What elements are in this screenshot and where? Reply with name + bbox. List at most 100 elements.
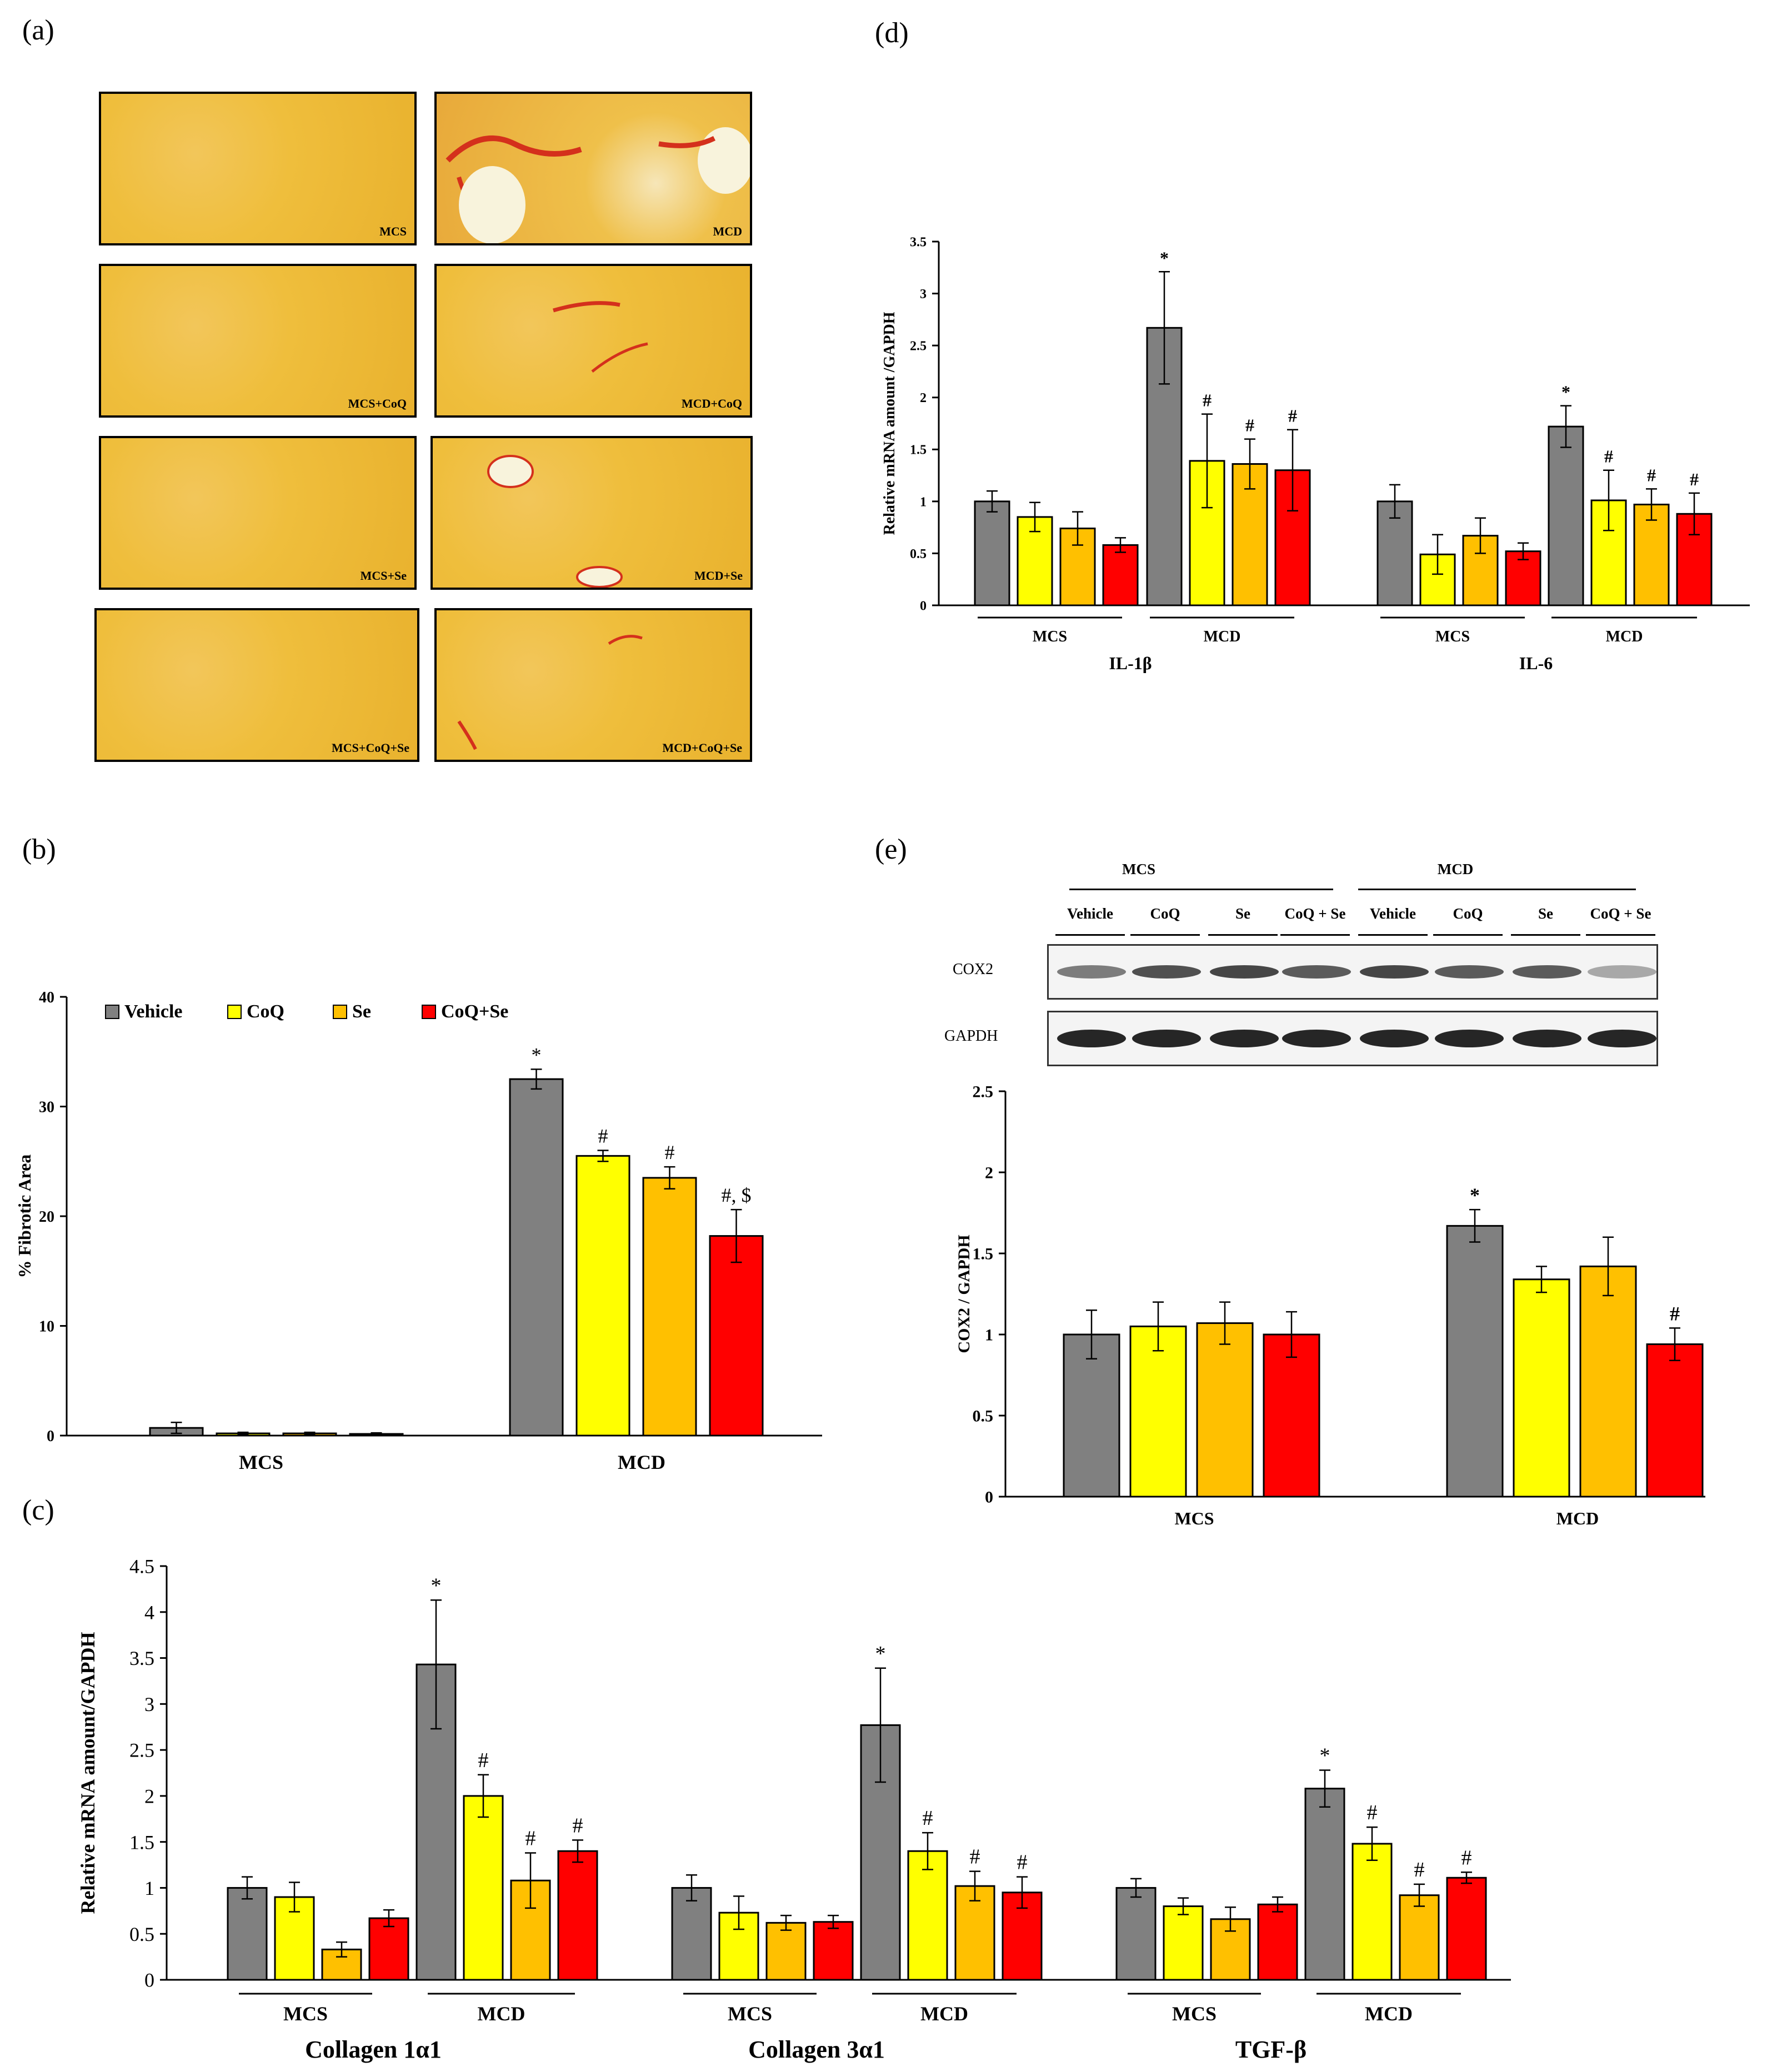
- blot-band: [1057, 965, 1126, 979]
- wb-lane-line: [1208, 934, 1278, 936]
- bar: [1115, 1887, 1157, 1981]
- blot-band: [1132, 965, 1201, 979]
- significance-mark: #: [478, 1749, 489, 1772]
- significance-mark: #: [1647, 465, 1656, 485]
- blot-band: [1210, 965, 1279, 979]
- blot-band: [1513, 965, 1581, 979]
- blot-band: [1282, 1030, 1351, 1047]
- y-tick-label: 4: [144, 1601, 154, 1623]
- x-category-label: MCD: [1556, 1508, 1599, 1528]
- panel-label-d: (d): [875, 17, 909, 49]
- wb-lane-label: CoQ: [1150, 905, 1180, 922]
- blot-band: [1588, 1030, 1656, 1047]
- bar: [765, 1922, 807, 1981]
- bar: [1263, 1333, 1320, 1498]
- y-axis-title: Relative mRNA amount/GAPDH: [77, 1632, 99, 1914]
- panel-label-a: (a): [22, 14, 54, 46]
- wb-row-label: COX2: [953, 961, 994, 978]
- gapdh-blot: [1047, 1011, 1658, 1066]
- y-tick-label: 2.5: [129, 1739, 154, 1762]
- fibrosis-overlay: [446, 127, 750, 243]
- chart-c: 0 0.5 1 1.5 2 2.5 3 3.5 4 4.5 Relative mRNA amount…: [77, 1556, 1511, 2063]
- significance-mark: #: [1414, 1858, 1425, 1882]
- bar: [1399, 1894, 1440, 1981]
- y-tick-label: 20: [39, 1208, 54, 1226]
- fibrosis-overlay: [553, 301, 648, 373]
- subgroup-label: MCD: [478, 2003, 525, 2025]
- y-tick-label: 0: [920, 599, 927, 613]
- y-tick-label: 3.5: [910, 235, 927, 249]
- y-tick-label: 0.5: [910, 547, 927, 561]
- bar: [642, 1177, 697, 1437]
- legend-swatch: [422, 1005, 436, 1019]
- significance-mark: #: [1461, 1846, 1472, 1869]
- significance-mark: #: [1690, 469, 1699, 489]
- subgroup-label: MCS: [1172, 2003, 1217, 2025]
- y-tick-label: 0: [144, 1969, 154, 1991]
- significance-mark: #: [665, 1141, 675, 1163]
- y-axis-title: Relative mRNA amount /GAPDH: [881, 312, 898, 535]
- blot-band: [1588, 965, 1656, 979]
- significance-mark: *: [1561, 382, 1570, 402]
- significance-mark: #: [573, 1814, 583, 1837]
- panel-label-b: (b): [22, 834, 56, 865]
- y-tick-label: 3: [920, 287, 927, 302]
- blot-band: [1435, 965, 1504, 979]
- bar: [974, 500, 1010, 606]
- gene-label: TGF-β: [1235, 2036, 1307, 2063]
- y-tick-label: 2.5: [910, 339, 927, 354]
- y-tick-label: 1: [920, 495, 927, 509]
- subgroup-label: MCS: [283, 2003, 328, 2025]
- significance-mark: #: [1288, 406, 1297, 426]
- chart-b: 0 10 20 30 40 % Fibrotic Area * # # #, $ Vehicle Co…: [14, 989, 822, 1473]
- y-tick-label: 40: [39, 989, 54, 1006]
- significance-mark: *: [532, 1043, 542, 1066]
- micrograph-label: MCS+Se: [360, 569, 407, 583]
- micrograph-tile: MCS: [99, 92, 417, 245]
- y-tick-label: 0.5: [129, 1923, 154, 1945]
- bar: [1513, 1278, 1570, 1498]
- blot-band: [1435, 1030, 1504, 1047]
- bar: [1446, 1877, 1487, 1981]
- bar: [1351, 1843, 1393, 1981]
- micrograph-label: MCD: [713, 224, 742, 238]
- x-category-label: MCS: [239, 1451, 283, 1473]
- significance-mark: *: [1470, 1184, 1480, 1206]
- micrograph-tile: MCS+Se: [99, 436, 417, 590]
- significance-mark: #: [1203, 390, 1212, 410]
- x-category-label: MCS: [1174, 1508, 1214, 1528]
- significance-mark: *: [1160, 248, 1169, 268]
- bar: [813, 1921, 854, 1981]
- significance-mark: *: [875, 1642, 886, 1665]
- gene-label: Collagen 1α1: [305, 2036, 442, 2063]
- wb-lane-line: [1433, 934, 1503, 936]
- y-tick-label: 3.5: [129, 1647, 154, 1669]
- y-tick-label: 1: [144, 1877, 154, 1899]
- wb-lane-line: [1280, 934, 1350, 936]
- legend-label: CoQ+Se: [441, 1001, 508, 1022]
- subgroup-label: MCD: [1365, 2003, 1413, 2025]
- wb-lane-label: CoQ + Se: [1590, 905, 1651, 922]
- bar: [227, 1887, 268, 1981]
- subgroup-label: MCS: [728, 2003, 772, 2025]
- bar: [1257, 1903, 1298, 1981]
- fibrosis-overlay: [487, 455, 623, 588]
- legend-label: Se: [352, 1001, 371, 1022]
- y-axis-title: % Fibrotic Area: [14, 1155, 34, 1278]
- wb-group-label: MCD: [1437, 861, 1474, 877]
- wb-lane-label: Vehicle: [1370, 905, 1416, 922]
- legend-swatch: [333, 1005, 347, 1019]
- subgroup-label: MCD: [1606, 628, 1643, 645]
- micrograph-label: MCD+CoQ+Se: [662, 741, 742, 755]
- wb-lane-line: [1358, 934, 1428, 936]
- gene-label: IL-1β: [1109, 653, 1152, 673]
- chart-e: 0 0.5 1 1.5 2 2.5 COX2 / GAPDH * # MCS MCD: [955, 1083, 1705, 1528]
- y-tick-label: 4.5: [129, 1556, 154, 1578]
- y-tick-label: 0: [47, 1428, 54, 1445]
- bar: [1163, 1905, 1204, 1981]
- bar: [1304, 1788, 1345, 1981]
- panel-label-e: (e): [875, 834, 907, 865]
- bar: [509, 1078, 564, 1437]
- significance-mark: #: [525, 1827, 536, 1850]
- blot-band: [1513, 1030, 1581, 1047]
